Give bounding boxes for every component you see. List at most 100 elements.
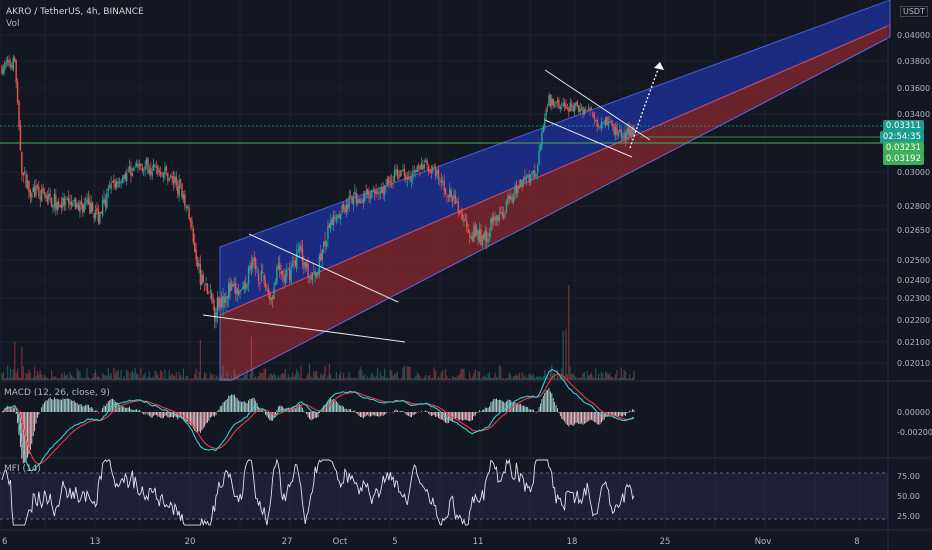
- volume-bar-202: [287, 373, 289, 380]
- volume-bar-353: [501, 378, 503, 380]
- symbol-title[interactable]: AKRO / TetherUS, 4h, BINANCE: [6, 7, 144, 17]
- candle-body-266: [378, 193, 380, 195]
- candle-body-124: [177, 185, 179, 194]
- macd-tick-1: -0.00200: [897, 428, 932, 437]
- candle-body-243: [345, 204, 348, 212]
- candle-body-275: [390, 180, 393, 182]
- volume-bar-155: [221, 375, 223, 380]
- candle-body-429: [609, 120, 611, 123]
- candle-body-319: [453, 193, 455, 199]
- candle-body-187: [266, 287, 268, 290]
- candle-body-443: [629, 128, 631, 136]
- volume-bar-358: [508, 372, 510, 380]
- volume-bar-186: [264, 368, 267, 380]
- candle-body-234: [332, 214, 335, 226]
- volume-bar-86: [123, 376, 125, 380]
- mfi-label[interactable]: MFI (14): [4, 464, 41, 474]
- candle-body-369: [524, 176, 526, 180]
- candle-body-158: [225, 296, 227, 304]
- candle-body-360: [511, 195, 513, 203]
- candle-body-287: [407, 176, 410, 178]
- volume-bar-233: [331, 378, 333, 380]
- candle-body-339: [481, 235, 484, 246]
- candle-body-189: [269, 292, 271, 300]
- candle-body-232: [330, 220, 332, 230]
- candle-body-413: [586, 109, 588, 111]
- volume-bar-400: [568, 285, 570, 380]
- volume-bar-292: [415, 375, 417, 380]
- volume-bar-365: [518, 372, 520, 380]
- candle-body-174: [247, 268, 250, 285]
- candle-body-208: [296, 252, 298, 269]
- candle-body-335: [476, 228, 478, 235]
- candle-body-64: [91, 202, 94, 212]
- badge-countdown: 02:54:35: [879, 131, 924, 143]
- candle-body-297: [422, 165, 424, 170]
- volume-bar-14: [21, 346, 23, 380]
- candle-body-91: [130, 166, 132, 176]
- volume-bar-77: [110, 372, 112, 380]
- channel-center-line: [219, 24, 891, 316]
- candle-body-336: [477, 230, 479, 240]
- candle-body-365: [518, 185, 520, 188]
- volume-bar-50: [72, 376, 74, 380]
- candle-body-289: [410, 178, 413, 182]
- candle-body-80: [114, 182, 117, 188]
- volume-bar-40: [58, 377, 60, 380]
- candle-body-51: [73, 199, 75, 202]
- mfi-band: [0, 473, 888, 519]
- volume-bar-366: [520, 378, 522, 380]
- candle-body-93: [133, 167, 135, 172]
- candle-body-58: [83, 204, 85, 212]
- volume-bar-268: [381, 376, 383, 380]
- candle-body-241: [342, 203, 345, 210]
- volume-bar-428: [607, 374, 610, 380]
- flag-upper-line: [544, 69, 651, 141]
- candle-body-77: [110, 182, 112, 189]
- volume-bar-159: [226, 371, 228, 380]
- volume-bar-329: [467, 378, 469, 380]
- candle-body-23: [33, 186, 36, 198]
- candle-body-210: [298, 246, 301, 251]
- candle-body-109: [155, 166, 158, 168]
- volume-bar-201: [286, 378, 288, 380]
- candle-body-120: [171, 175, 173, 179]
- candle-body-131: [186, 206, 189, 207]
- candle-body-422: [599, 126, 601, 128]
- volume-bar-190: [270, 372, 272, 380]
- candle-body-228: [324, 240, 326, 246]
- candle-body-20: [29, 189, 32, 197]
- candle-body-3: [5, 62, 7, 64]
- candle-body-290: [412, 170, 414, 179]
- candle-body-114: [162, 172, 165, 179]
- candle-body-381: [541, 132, 543, 146]
- volume-bar-13: [19, 377, 22, 380]
- volume-bar-246: [349, 377, 352, 380]
- candle-body-340: [483, 233, 485, 239]
- volume-bar-282: [401, 377, 403, 380]
- currency-label[interactable]: USDT: [900, 6, 928, 17]
- volume-bar-107: [153, 377, 155, 380]
- volume-bar-393: [558, 378, 560, 380]
- candle-body-75: [107, 188, 109, 192]
- candle-body-247: [351, 196, 353, 204]
- candle-body-63: [90, 203, 92, 213]
- candle-body-328: [466, 220, 468, 228]
- volume-bar-430: [610, 377, 612, 380]
- volume-bar-88: [126, 369, 128, 380]
- candle-body-412: [585, 109, 587, 111]
- candle-body-298: [423, 164, 425, 168]
- candle-body-32: [46, 195, 49, 202]
- volume-bar-441: [626, 378, 628, 380]
- candle-body-400: [568, 108, 570, 112]
- candle-body-398: [565, 104, 567, 110]
- candle-body-269: [382, 186, 384, 194]
- candle-body-204: [290, 265, 292, 283]
- macd-label[interactable]: MACD (12, 26, close, 9): [4, 388, 110, 398]
- candle-body-35: [50, 197, 53, 207]
- volume-bar-226: [321, 375, 323, 380]
- candle-body-404: [573, 104, 576, 112]
- volume-bar-95: [136, 373, 138, 380]
- mfi-tick-0: 75.00: [897, 472, 920, 481]
